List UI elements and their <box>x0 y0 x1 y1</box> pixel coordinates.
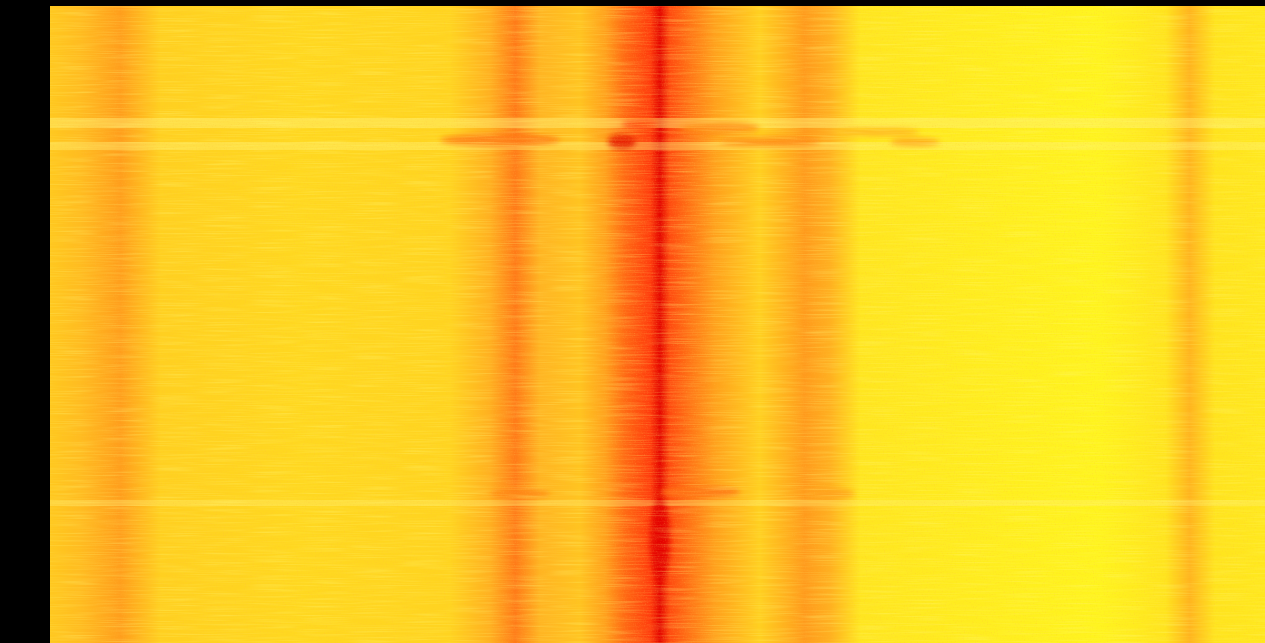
waterfall-display <box>0 0 1265 643</box>
top-border <box>0 0 1265 6</box>
noise-streaks <box>50 6 1265 643</box>
page <box>0 0 1265 643</box>
